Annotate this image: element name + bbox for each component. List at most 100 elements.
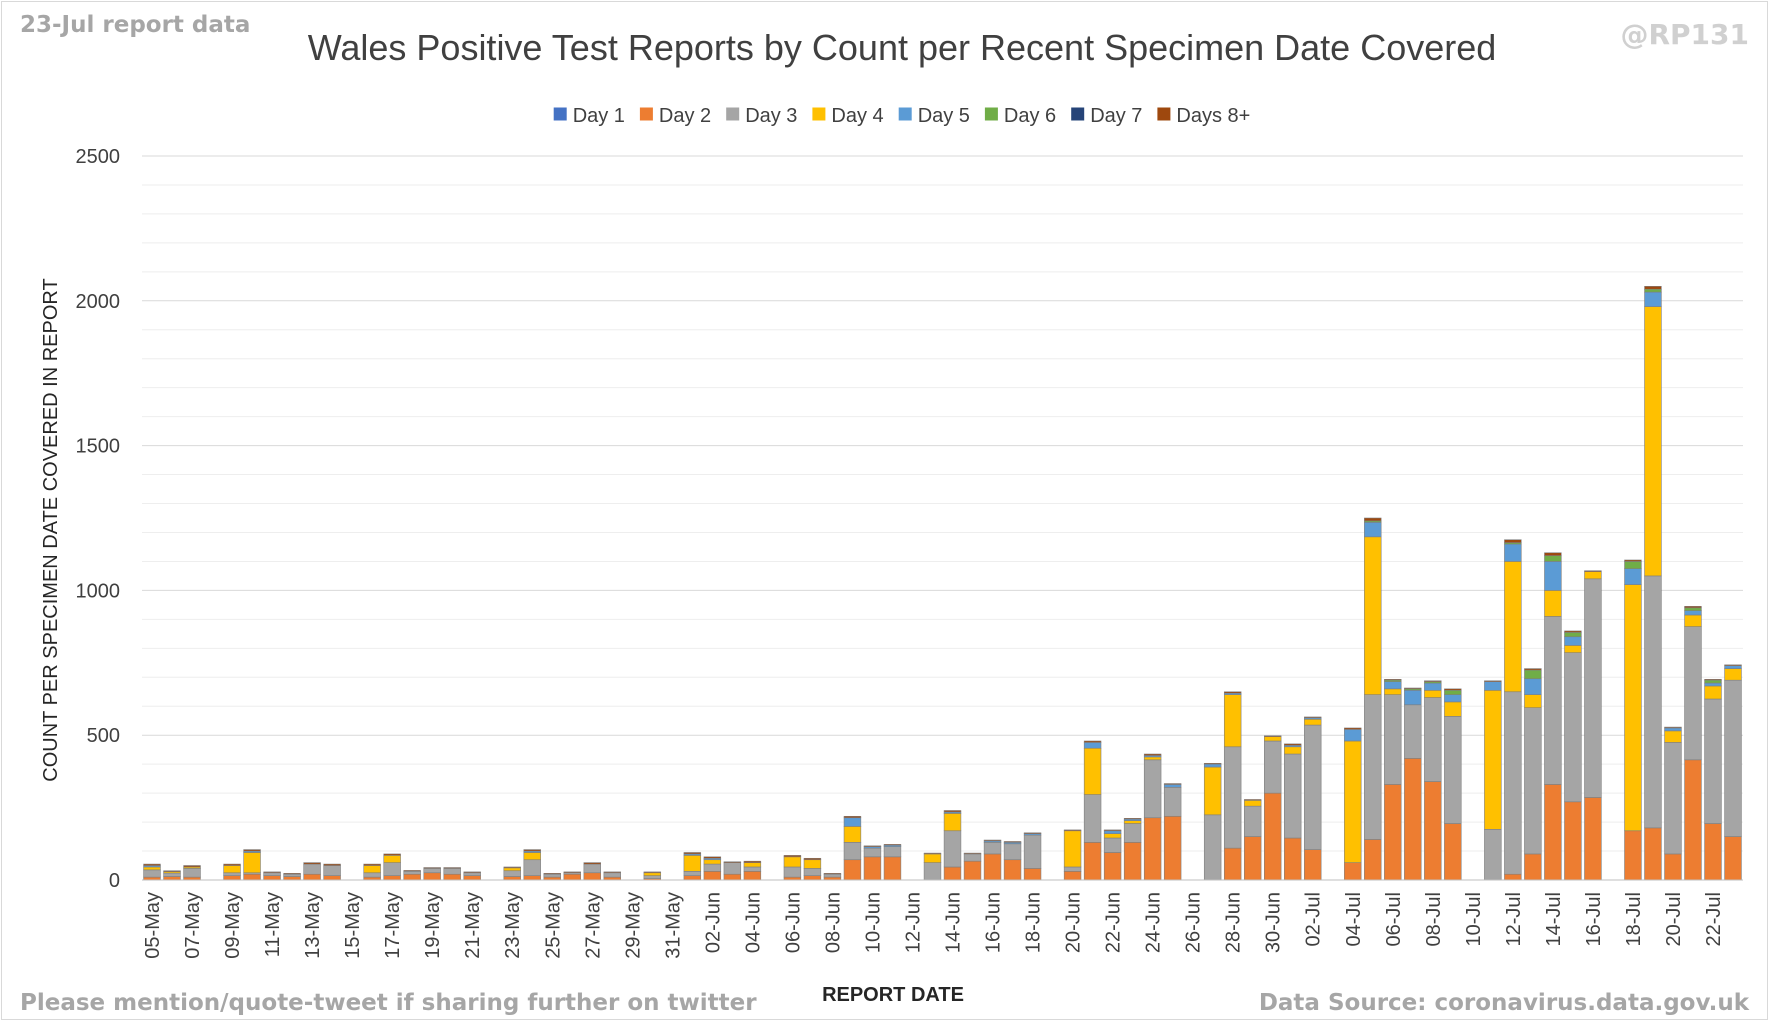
bar-segment xyxy=(183,865,201,868)
legend-label: Day 6 xyxy=(1004,105,1056,127)
bar-segment xyxy=(1203,762,1222,765)
bar-segment xyxy=(1223,694,1242,748)
bar-segment xyxy=(883,846,902,858)
bar-segment xyxy=(1284,743,1302,746)
bar-segment xyxy=(403,871,421,875)
x-tick-label: 20-Jun xyxy=(1063,892,1085,953)
bar-segment xyxy=(1684,626,1702,761)
bar-segment xyxy=(383,875,401,881)
bar-segment xyxy=(1664,742,1682,855)
x-tick-label: 08-Jul xyxy=(1423,892,1445,946)
x-tick-label: 02-Jun xyxy=(702,892,724,953)
bar-segment xyxy=(1584,578,1602,798)
bar-segment xyxy=(923,862,942,881)
bar-segment xyxy=(503,866,521,869)
bar-segment xyxy=(743,866,762,872)
y-tick-label: 2500 xyxy=(76,146,121,168)
bar-segment xyxy=(383,862,401,876)
bar-segment xyxy=(1624,561,1642,569)
bar-segment xyxy=(323,875,341,881)
bar-segment xyxy=(303,873,321,881)
bar-segment xyxy=(1504,561,1522,693)
bar-segment xyxy=(1524,853,1542,881)
bar-segment xyxy=(1444,823,1462,881)
bar-segment xyxy=(1364,694,1382,840)
bar-segment xyxy=(1404,704,1422,759)
x-tick-label: 27-May xyxy=(582,892,604,959)
x-tick-label: 22-Jul xyxy=(1703,892,1725,946)
legend-item: Day 3 xyxy=(726,105,797,127)
bar-segment xyxy=(1564,630,1582,633)
bar-segment xyxy=(783,856,802,868)
x-tick-label: 12-Jun xyxy=(903,892,925,953)
bar-segment xyxy=(1003,841,1022,843)
bar-segment xyxy=(803,857,822,861)
legend-label: Day 1 xyxy=(573,105,625,127)
bar-segment xyxy=(803,875,822,881)
legend-item: Day 5 xyxy=(898,105,970,127)
bar-segment xyxy=(1724,679,1742,837)
bar-segment xyxy=(1163,787,1182,817)
legend-swatch xyxy=(1071,107,1085,121)
bar-segment xyxy=(803,859,822,869)
bar-segment xyxy=(403,873,421,881)
bar-segment xyxy=(943,866,962,881)
bar-segment xyxy=(303,863,321,875)
bar-segment xyxy=(1364,839,1382,881)
bar-segment xyxy=(1384,694,1402,785)
bar-segment xyxy=(1584,571,1602,580)
bar-segment xyxy=(1023,832,1042,834)
bar-segment xyxy=(1384,679,1402,681)
bar-segment xyxy=(1424,690,1442,698)
x-tick-label: 15-May xyxy=(342,892,364,959)
y-tick-label: 1000 xyxy=(76,580,121,602)
bar-segment xyxy=(863,856,882,881)
bar-segment xyxy=(1724,668,1742,681)
legend-label: Day 5 xyxy=(918,105,970,127)
bar-segment xyxy=(1243,799,1262,801)
bar-segment xyxy=(283,873,301,877)
bar-segment xyxy=(1664,727,1682,732)
bar-segment xyxy=(1003,843,1022,861)
x-tick-label: 23-May xyxy=(502,892,524,959)
bar-segment xyxy=(1564,652,1582,803)
bar-segment xyxy=(923,852,942,855)
bar-segment xyxy=(1504,691,1522,875)
bar-segment xyxy=(963,853,982,862)
x-tick-label: 16-Jul xyxy=(1583,892,1605,946)
bar-segment xyxy=(743,871,762,881)
bar-segment xyxy=(1203,766,1222,816)
bar-segment xyxy=(1023,834,1042,869)
y-tick-label: 1500 xyxy=(76,436,121,458)
bar-segment xyxy=(503,870,521,877)
bar-segment xyxy=(1123,818,1142,820)
x-tick-label: 18-Jun xyxy=(1023,892,1045,953)
bar-segment xyxy=(563,873,581,881)
x-tick-label: 04-Jun xyxy=(742,892,764,953)
bar-segment xyxy=(1103,830,1122,834)
x-tick-label: 26-Jun xyxy=(1183,892,1205,953)
bar-segment xyxy=(543,873,561,875)
bar-segment xyxy=(883,844,902,846)
bar-segment xyxy=(1504,543,1522,562)
bar-segment xyxy=(1544,561,1562,591)
bar-segment xyxy=(143,863,161,866)
bar-segment xyxy=(1003,859,1022,881)
bar-segment xyxy=(1404,690,1422,706)
legend-item: Day 2 xyxy=(639,105,711,127)
bar-segment xyxy=(743,860,762,863)
bar-segment xyxy=(443,867,461,869)
bar-segment xyxy=(643,875,662,879)
bar-segment xyxy=(363,865,381,874)
bar-segment xyxy=(703,871,722,881)
bar-segment xyxy=(1223,746,1242,849)
bar-segment xyxy=(1264,736,1282,742)
bar-segment xyxy=(843,815,862,819)
bar-segment xyxy=(443,873,461,881)
legend-item: Days 8+ xyxy=(1157,105,1250,127)
bar-segment xyxy=(843,859,862,881)
bar-segment xyxy=(143,869,161,878)
bar-segment xyxy=(1143,817,1162,881)
x-tick-label: 31-May xyxy=(662,892,684,959)
legend-swatch xyxy=(1157,107,1171,121)
